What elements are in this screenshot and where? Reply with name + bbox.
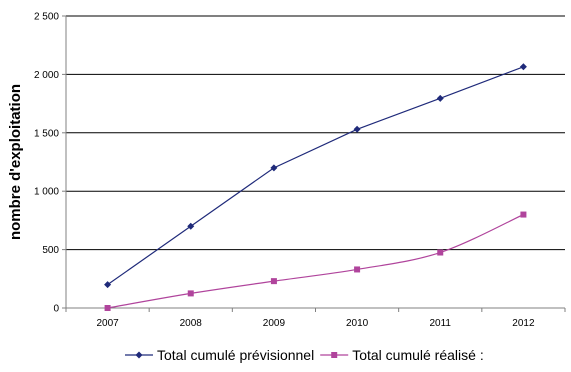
x-tick-label: 2009 (263, 318, 286, 329)
x-tick-labels: 2007 2008 2009 2010 2011 2012 (65, 308, 566, 329)
series-group (104, 211, 527, 311)
legend-item: Total cumulé prévisionnel (125, 347, 314, 363)
x-tick-label: 2010 (346, 318, 369, 329)
y-tick-label: 500 (42, 245, 59, 256)
legend-label: Total cumulé réalisé : (352, 347, 484, 363)
legend-marker (331, 352, 338, 358)
x-tick-label: 2008 (180, 318, 203, 329)
y-tick-label: 0 (53, 304, 59, 315)
legend-item: Total cumulé réalisé : (320, 347, 484, 363)
data-point (187, 222, 195, 230)
y-tick-label: 1 500 (34, 128, 59, 139)
series-line (107, 214, 524, 309)
series-line (107, 66, 524, 286)
data-point (519, 63, 527, 71)
legend: Total cumulé prévisionnel Total cumulé ré… (125, 347, 484, 363)
data-point (104, 305, 111, 311)
x-tick-label: 2012 (512, 318, 535, 329)
x-tick-label: 2011 (429, 318, 451, 329)
x-tick-label: 2007 (96, 318, 119, 329)
data-point (353, 125, 361, 133)
data-point (437, 249, 444, 256)
gridlines (66, 15, 565, 251)
legend-label: Total cumulé prévisionnel (157, 347, 314, 363)
series (104, 63, 527, 311)
y-tick-label: 2 000 (34, 70, 59, 81)
y-axis-title: nombre d'exploitation (7, 84, 24, 240)
plot-area (66, 16, 565, 308)
y-tick-label: 2 500 (34, 12, 59, 23)
series-group (104, 63, 527, 289)
data-point (270, 164, 278, 172)
y-tick-label: 1 000 (34, 187, 59, 198)
data-point (187, 290, 194, 297)
legend-marker (135, 351, 143, 359)
y-tick-labels: 0 500 1 000 1 500 2 000 2 500 (34, 12, 66, 315)
data-point (104, 281, 112, 289)
data-point (436, 94, 444, 102)
data-point (270, 278, 277, 285)
data-point (354, 266, 361, 273)
data-point (520, 211, 527, 218)
